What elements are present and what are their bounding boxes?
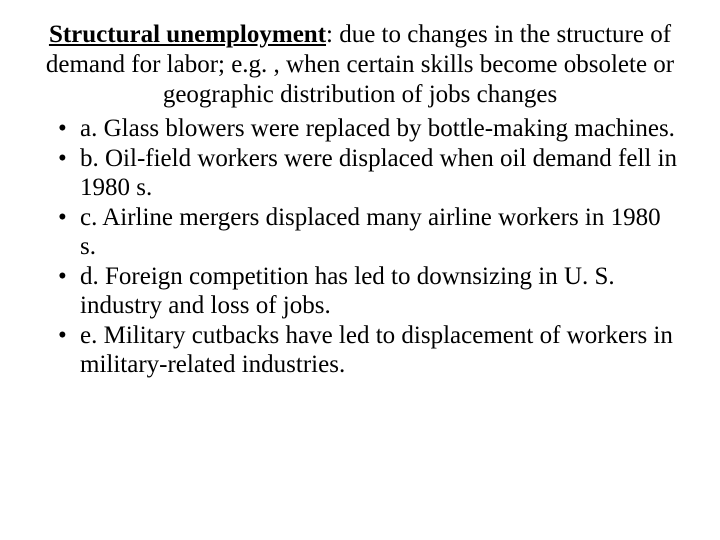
- list-item: d. Foreign competition has led to downsi…: [58, 262, 680, 321]
- slide-body: Structural unemployment: due to changes …: [0, 0, 720, 540]
- list-item: c. Airline mergers displaced many airlin…: [58, 203, 680, 262]
- list-item: a. Glass blowers were replaced by bottle…: [58, 114, 680, 144]
- list-item: e. Military cutbacks have led to displac…: [58, 321, 680, 380]
- heading-term: Structural unemployment: [49, 21, 326, 48]
- list-item: b. Oil-field workers were displaced when…: [58, 144, 680, 203]
- slide-heading: Structural unemployment: due to changes …: [40, 20, 680, 110]
- bullet-list: a. Glass blowers were replaced by bottle…: [58, 114, 680, 380]
